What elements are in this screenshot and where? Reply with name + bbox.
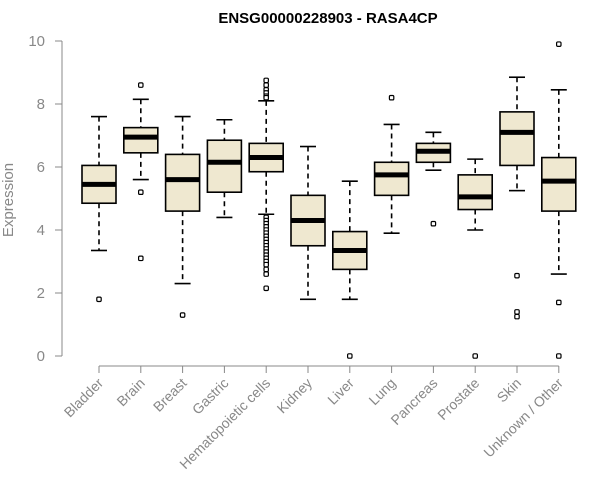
box-prostate	[457, 158, 494, 359]
outlier-point	[347, 353, 353, 359]
outlier-point	[263, 285, 270, 292]
outlier-point	[263, 77, 270, 84]
chart-title: ENSG00000228903 - RASA4CP	[218, 10, 437, 27]
iqr-box	[164, 153, 201, 212]
box-series	[81, 41, 577, 359]
outlier-point	[472, 353, 479, 359]
y-tick-label: 10	[28, 33, 45, 50]
y-axis-label: Expression	[0, 163, 17, 237]
outlier-point	[179, 312, 186, 318]
outlier-point	[138, 255, 144, 262]
outlier-point	[263, 261, 270, 268]
x-tick-label: Liver	[324, 375, 357, 408]
x-tick-label: Bladder	[61, 375, 107, 421]
y-tick-label: 2	[37, 285, 45, 302]
box-breast	[164, 115, 201, 318]
outlier-point	[514, 313, 520, 320]
box-pancreas	[415, 131, 452, 227]
x-tick-label: Breast	[150, 375, 190, 415]
iqr-box	[499, 111, 535, 167]
outlier-point	[96, 296, 102, 303]
outlier-point	[263, 266, 270, 273]
outlier-point	[514, 272, 520, 279]
box-skin	[499, 76, 535, 320]
y-axis: 0 2 4 6 8 10	[28, 33, 63, 365]
box-bladder	[81, 115, 117, 303]
outlier-point	[555, 41, 562, 47]
outlier-point	[138, 189, 144, 196]
outlier-point	[138, 82, 144, 88]
y-tick-label: 0	[37, 348, 45, 365]
iqr-box	[206, 139, 243, 194]
iqr-box	[373, 161, 410, 197]
x-tick-label: Unknown / Other	[480, 375, 566, 461]
y-tick-label: 4	[37, 222, 45, 239]
box-hematopoietic-cells	[248, 77, 284, 292]
outlier-point	[555, 299, 562, 306]
box-brain	[123, 82, 159, 262]
box-liver	[331, 180, 368, 359]
outlier-point	[514, 309, 520, 315]
box-lung	[373, 94, 410, 234]
outlier-point	[555, 353, 562, 359]
iqr-box	[123, 126, 159, 154]
x-tick-label: Brain	[113, 375, 147, 409]
box-unknown-other	[540, 41, 577, 359]
outlier-point	[263, 271, 270, 277]
y-tick-label: 8	[37, 96, 45, 113]
x-tick-label: Kidney	[274, 375, 316, 417]
iqr-box	[457, 174, 494, 211]
outlier-point	[263, 94, 270, 101]
box-gastric	[206, 118, 243, 219]
x-tick-label: Skin	[494, 375, 525, 406]
y-tick-label: 6	[37, 159, 45, 176]
x-tick-label: Prostate	[434, 375, 482, 423]
outlier-point	[430, 220, 437, 227]
outlier-point	[263, 82, 270, 88]
iqr-box	[540, 156, 577, 212]
box-kidney	[290, 145, 326, 301]
x-tick-label: Lung	[365, 375, 398, 408]
outlier-point	[388, 94, 395, 101]
